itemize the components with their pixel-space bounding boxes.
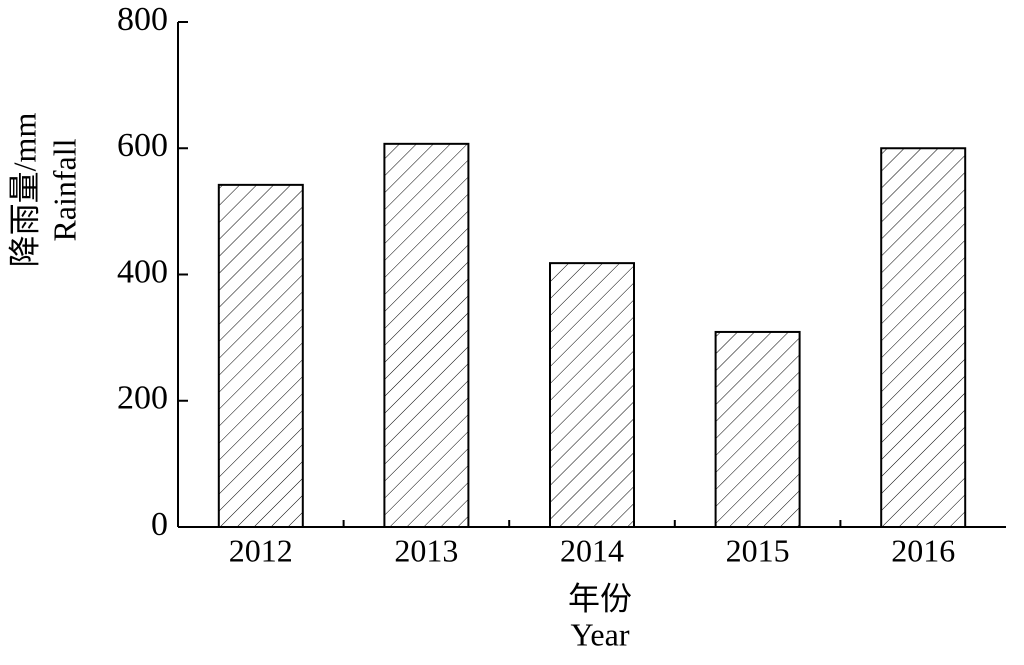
x-axis-label: Year [571,616,630,652]
y-tick-label: 600 [117,127,168,164]
x-axis-label: 年份 [568,580,632,616]
bar [549,262,635,528]
bar [714,330,801,528]
x-tick-label: 2016 [891,532,955,568]
x-tick-label: 2014 [560,532,624,568]
y-tick-label: 800 [117,1,168,38]
bar [217,183,304,529]
y-axis-label: Rainfall [46,138,82,241]
y-tick-label: 400 [117,253,168,290]
bar [880,147,967,528]
y-tick-label: 0 [151,506,168,543]
x-tick-label: 2015 [726,532,790,568]
bar [383,142,470,529]
y-axis-label: 降雨量/mm [6,113,42,268]
x-tick-label: 2012 [229,532,293,568]
y-tick-label: 200 [117,380,168,417]
x-tick-label: 2013 [394,532,458,568]
